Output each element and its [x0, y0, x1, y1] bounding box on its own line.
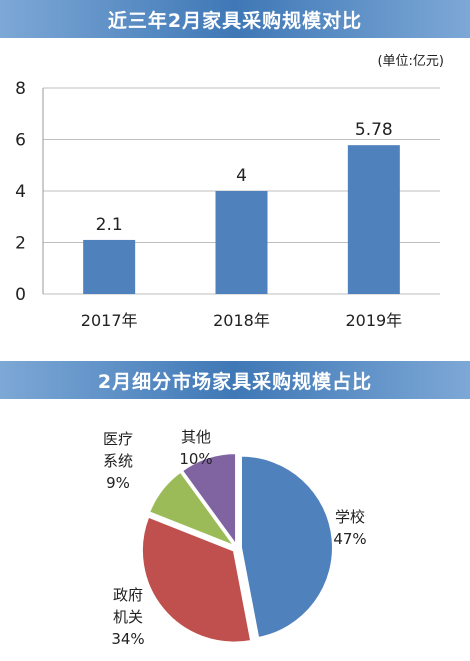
- y-tick-label: 8: [15, 79, 26, 99]
- data-label: 4: [236, 166, 247, 186]
- bar: [347, 145, 400, 294]
- y-tick-label: 0: [15, 285, 26, 305]
- unit-label: (单位:亿元): [377, 54, 444, 69]
- pie-slice: [180, 452, 238, 549]
- pie-chart-title: 2月细分市场家具采购规模占比: [0, 361, 470, 399]
- bar-chart-title: 近三年2月家具采购规模对比: [0, 0, 470, 38]
- y-tick-label: 4: [15, 182, 26, 202]
- pie-slice: [140, 515, 253, 644]
- bar-chart: 0 2 4 6 8 2.1 2017年 4 2018年 5.78 2019年: [15, 79, 440, 330]
- pie-chart: 学校 47% 政府机关 34% 医疗系统 9% 其他 10%: [103, 428, 367, 648]
- x-tick-label: 2019年: [345, 311, 402, 330]
- data-label: 2.1: [96, 215, 123, 235]
- bar: [83, 239, 136, 294]
- slice-label: 政府机关 34%: [111, 586, 144, 648]
- x-tick-label: 2017年: [81, 311, 138, 330]
- data-label: 5.78: [355, 120, 393, 140]
- slice-label: 其他 10%: [179, 428, 212, 468]
- y-tick-label: 6: [15, 131, 26, 151]
- bar: [215, 191, 268, 294]
- pie-slice: [239, 454, 334, 640]
- x-tick-label: 2018年: [213, 311, 270, 330]
- pie-slice: [147, 470, 238, 549]
- y-tick-label: 2: [15, 234, 26, 254]
- slice-label: 医疗系统 9%: [103, 430, 133, 492]
- slice-label: 学校 47%: [333, 508, 366, 548]
